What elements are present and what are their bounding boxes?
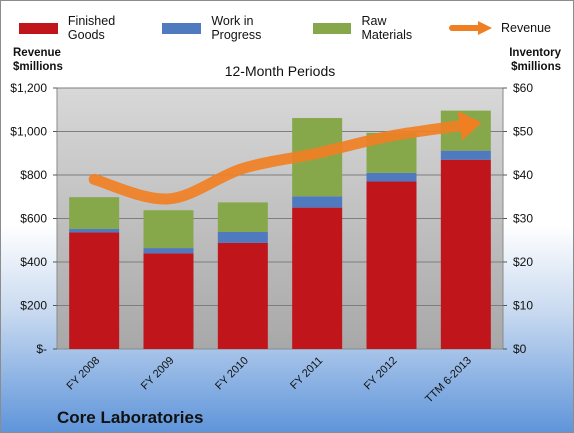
bar-finished-goods [440,159,491,349]
x-tick-label: FY 2010 [213,355,251,393]
right-tick-label: $50 [513,125,533,139]
left-tick-label: $400 [20,255,47,269]
bar-finished-goods [292,207,343,349]
left-tick-label: $600 [20,212,47,226]
legend-revenue: Revenue [448,14,552,42]
legend: Finished Goods Work in Progress Raw Mate… [19,14,573,42]
legend-arrow-icon [448,21,492,35]
company-name: Core Laboratories [57,408,204,427]
legend-label-revenue: Revenue [500,21,552,35]
legend-raw-materials: Raw Materials [312,14,427,42]
bar-finished-goods [366,181,417,349]
x-tick-label: TTM 6-2013 [423,355,474,406]
left-tick-label: $1,000 [10,125,47,139]
legend-label-finished-goods: Finished Goods [67,14,116,42]
bar-raw-materials [143,210,194,249]
legend-swatch-raw-materials [312,22,352,34]
right-tick-label: $0 [513,342,527,356]
x-tick-label: FY 2008 [65,355,103,393]
right-tick-label: $10 [513,299,533,313]
bar-work-in-progress [143,248,194,254]
right-tick-label: $30 [513,212,533,226]
bar-work-in-progress [440,150,491,160]
x-tick-label: FY 2012 [362,355,400,393]
right-tick-label: $60 [513,81,533,95]
x-tick-label: FY 2009 [139,355,177,393]
right-tick-label: $40 [513,168,533,182]
bar-work-in-progress [292,196,343,208]
chart-subtitle: 12-Month Periods [224,63,336,79]
left-tick-label: $- [36,342,47,356]
bar-finished-goods [69,232,120,349]
legend-finished-goods: Finished Goods [19,14,140,42]
left-tick-label: $1,200 [10,81,47,95]
left-axis-title: Revenue $millions [13,46,63,74]
bar-finished-goods [143,253,194,349]
legend-swatch-work-in-progress [162,22,202,34]
right-axis-title: Inventory $millions [509,46,561,74]
revenue-arrowhead [457,111,482,141]
left-axis-title-text: Revenue $millions [13,47,63,73]
revenue-line [88,119,472,205]
left-tick-label: $800 [20,168,47,182]
legend-label-raw-materials: Raw Materials [361,14,413,42]
left-tick-label: $200 [20,299,47,313]
legend-work-in-progress: Work in Progress [162,14,290,42]
bar-raw-materials [69,197,120,229]
bar-work-in-progress [69,228,120,233]
bar-finished-goods [217,242,268,349]
legend-label-work-in-progress: Work in Progress [211,14,262,42]
bar-work-in-progress [366,172,417,182]
x-tick-label: FY 2011 [288,355,325,392]
right-tick-label: $20 [513,255,533,269]
bar-raw-materials [217,202,268,232]
bar-work-in-progress [217,231,268,243]
right-axis-title-text: Inventory $millions [509,47,561,73]
legend-swatch-finished-goods [19,22,58,34]
